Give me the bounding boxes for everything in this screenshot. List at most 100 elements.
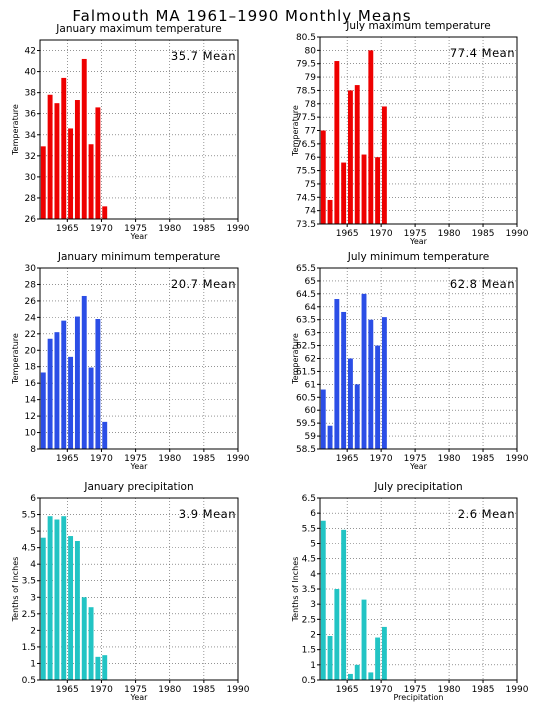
y-tick-label: 2: [30, 626, 36, 636]
bar: [375, 345, 381, 449]
panel-title: January precipitation: [83, 481, 193, 493]
y-tick-label: 79: [305, 73, 317, 83]
y-tick-label: 1.5: [22, 643, 36, 653]
bar: [95, 107, 101, 219]
y-tick-label: 3: [310, 600, 316, 610]
y-tick-label: 58.5: [296, 445, 316, 455]
y-tick-label: 32: [25, 152, 36, 162]
chart-panel-2: 73.5 74 74.5 75 75.5 76 76.5 77 77.5 78 78.5 79 79.5…: [291, 20, 529, 246]
panel-title: January minimum temperature: [57, 251, 220, 263]
y-tick-label: 16: [25, 379, 37, 389]
x-tick-label: 1975: [124, 224, 147, 234]
y-tick-label: 10: [25, 429, 37, 439]
x-tick-label: 1970: [370, 229, 393, 239]
x-tick-label: 1990: [506, 685, 529, 695]
bar: [381, 106, 387, 224]
bar: [341, 311, 347, 449]
x-tick-label: 1970: [90, 454, 113, 464]
x-tick-label: 1975: [404, 685, 427, 695]
x-tick-label: 1980: [158, 685, 181, 695]
x-tick-label: 1970: [90, 224, 113, 234]
y-axis-label: Temperature: [291, 333, 300, 385]
panel-title: July maximum temperature: [345, 20, 490, 32]
x-tick-label: 1970: [370, 685, 393, 695]
y-tick-label: 5.5: [302, 524, 316, 534]
x-tick-label: 1980: [158, 454, 181, 464]
y-tick-label: 40: [25, 68, 37, 78]
chart-panel-6: 0.5 1 1.5 2 2.5 3 3.5 4 4.5 5 5.5 6 6.5 1965 1970 1975 1…: [291, 481, 529, 702]
y-tick-label: 64: [305, 303, 317, 313]
y-tick-label: 77: [305, 127, 316, 137]
bar: [341, 529, 347, 680]
x-tick-label: 1965: [56, 224, 79, 234]
y-tick-label: 1: [310, 661, 316, 671]
bar: [361, 154, 367, 224]
bar: [102, 206, 108, 219]
bar: [102, 655, 108, 680]
bar: [40, 146, 46, 219]
panel-title: July minimum temperature: [347, 251, 489, 263]
x-tick-label: 1965: [336, 454, 359, 464]
y-tick-label: 0.5: [22, 676, 36, 686]
bar: [361, 599, 367, 680]
y-tick-label: 76: [305, 153, 317, 163]
bar: [54, 332, 60, 449]
y-tick-label: 74.5: [296, 193, 316, 203]
x-axis-label: Year: [130, 693, 149, 702]
y-tick-label: 62: [305, 355, 316, 365]
bar: [320, 130, 326, 224]
plot-frame: [39, 267, 239, 450]
bar: [40, 372, 46, 449]
y-tick-label: 59.5: [296, 419, 316, 429]
y-tick-label: 62.5: [296, 342, 316, 352]
y-tick-label: 26: [25, 297, 37, 307]
x-tick-label: 1990: [227, 454, 250, 464]
plot-frame: [319, 267, 518, 450]
y-tick-label: 79.5: [296, 60, 316, 70]
mean-label: 3.9 Mean: [179, 507, 236, 521]
y-tick-label: 14: [25, 396, 37, 406]
x-tick-label: 1985: [192, 454, 215, 464]
bar: [74, 316, 80, 449]
y-axis-label: Tenths of Inches: [11, 557, 20, 623]
plot-frame: [39, 39, 239, 220]
y-tick-label: 2: [310, 631, 316, 641]
bar: [47, 338, 53, 449]
y-tick-label: 60.5: [296, 393, 316, 403]
x-axis-label: Year: [409, 462, 428, 471]
bar: [61, 320, 67, 449]
bar: [88, 367, 94, 449]
bar: [88, 144, 94, 219]
y-tick-label: 30: [25, 173, 37, 183]
bar: [381, 626, 387, 680]
y-tick-label: 60: [305, 406, 317, 416]
mean-label: 62.8 Mean: [450, 277, 515, 291]
y-tick-label: 5: [30, 527, 36, 537]
bar: [68, 356, 74, 449]
x-tick-label: 1990: [506, 229, 529, 239]
x-tick-label: 1965: [336, 685, 359, 695]
y-tick-label: 78.5: [296, 86, 316, 96]
y-tick-label: 63.5: [296, 316, 316, 326]
y-tick-label: 6: [310, 509, 316, 519]
bar: [327, 199, 333, 224]
x-tick-label: 1975: [124, 685, 147, 695]
x-tick-label: 1985: [472, 454, 495, 464]
y-tick-label: 12: [25, 412, 36, 422]
y-tick-label: 64.5: [296, 290, 316, 300]
bar: [368, 672, 374, 680]
y-tick-label: 6.5: [302, 494, 316, 504]
bar: [334, 61, 340, 224]
bar: [61, 77, 67, 219]
y-tick-label: 2.5: [22, 610, 36, 620]
y-tick-label: 65: [305, 277, 316, 287]
bar: [368, 50, 374, 224]
bar: [74, 541, 80, 680]
bar: [47, 516, 53, 680]
x-tick-label: 1985: [472, 685, 495, 695]
bar: [341, 162, 347, 224]
y-tick-label: 75: [305, 180, 316, 190]
y-tick-label: 18: [25, 363, 37, 373]
